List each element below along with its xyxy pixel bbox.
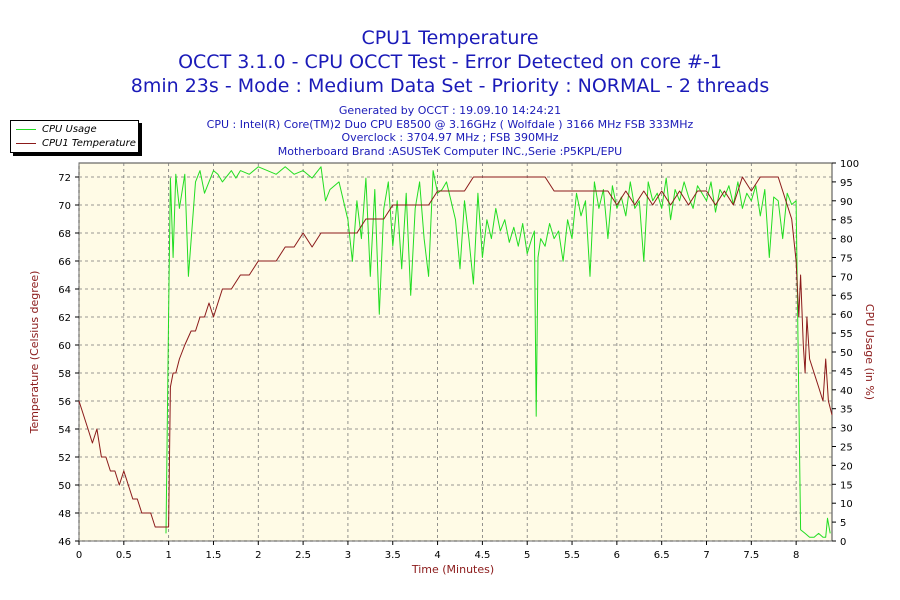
info-motherboard: Motherboard Brand :ASUSTeK Computer INC.…: [277, 145, 623, 158]
x-tick-label: 7.5: [743, 550, 759, 561]
y-tick-label: 54: [58, 425, 71, 436]
y-tick-label: 64: [58, 285, 71, 296]
y-tick-label: 60: [58, 341, 71, 352]
x-tick-label: 1: [165, 550, 171, 561]
legend-item-cpu-usage: CPU Usage: [16, 123, 97, 136]
x-tick-label: 4: [434, 550, 440, 561]
legend-swatch-cpu1-temperature: [16, 143, 36, 144]
x-tick-label: 6.5: [654, 550, 670, 561]
y2-tick-label: 85: [840, 216, 853, 227]
y-tick-label: 62: [58, 313, 71, 324]
x-tick-label: 6: [614, 550, 620, 561]
x-tick-label: 8: [793, 550, 799, 561]
x-tick-label: 2.5: [295, 550, 311, 561]
y2-tick-label: 65: [840, 291, 853, 302]
x-tick-label: 2: [255, 550, 261, 561]
x-tick-label: 5: [524, 550, 530, 561]
chart-title: CPU1 Temperature: [361, 27, 539, 49]
y-tick-label: 46: [58, 537, 71, 548]
x-tick-label: 5.5: [564, 550, 580, 561]
x-tick-label: 4.5: [474, 550, 490, 561]
y2-tick-label: 95: [840, 178, 853, 189]
y-tick-label: 56: [58, 397, 71, 408]
legend-label-cpu-usage: CPU Usage: [42, 124, 97, 135]
y2-tick-label: 10: [840, 499, 853, 510]
series-line-cpu-usage: [165, 166, 831, 538]
y2-tick-label: 90: [840, 197, 853, 208]
legend-label-cpu1-temperature: CPU1 Temperature: [42, 138, 136, 149]
y2-tick-label: 35: [840, 405, 853, 416]
y-tick-label: 48: [58, 509, 71, 520]
y2-tick-label: 75: [840, 254, 853, 265]
y2-tick-label: 25: [840, 443, 853, 454]
y-tick-label: 68: [58, 229, 71, 240]
series-line-cpu1-temperature: [78, 176, 833, 528]
y2-tick-label: 40: [840, 386, 853, 397]
x-tick-label: 0: [76, 550, 82, 561]
chart-subtitle-1: OCCT 3.1.0 - CPU OCCT Test - Error Detec…: [178, 51, 722, 73]
x-tick-label: 0.5: [116, 550, 132, 561]
y-tick-label: 70: [58, 201, 71, 212]
y-tick-label: 58: [58, 369, 71, 380]
x-tick-label: 3: [345, 550, 351, 561]
y-tick-label: 72: [58, 173, 71, 184]
y2-tick-label: 80: [840, 235, 853, 246]
y2-tick-label: 100: [840, 159, 859, 170]
y2-tick-label: 50: [840, 348, 853, 359]
y2-tick-label: 45: [840, 367, 853, 378]
y2-tick-label: 15: [840, 480, 853, 491]
grid: [78, 163, 832, 542]
x-tick-label: 3.5: [385, 550, 401, 561]
info-overclock: Overclock : 3704.97 MHz ; FSB 390MHz: [341, 131, 559, 144]
legend: CPU Usage CPU1 Temperature: [10, 120, 139, 153]
y-axis-left: 46 48 50 52 54 56 58 60 62 64 66 68 70 72: [58, 173, 79, 548]
y-tick-label: 50: [58, 481, 71, 492]
y-axis-right: 0 5 10 15 20 25 30 35 40 45 50 55 60 65 70 75 80 85 90 95 10…: [832, 159, 859, 548]
legend-item-cpu1-temperature: CPU1 Temperature: [16, 137, 136, 150]
y2-tick-label: 20: [840, 461, 853, 472]
series-group: [78, 166, 833, 538]
info-generated: Generated by OCCT : 19.09.10 14:24:21: [338, 104, 562, 117]
x-tick-label: 1.5: [206, 550, 222, 561]
y-axis-label: Temperature (Celsius degree): [28, 271, 41, 435]
x-axis: 0 0.5 1 1.5 2 2.5 3 3.5 4 4.5 5 5.5 6 6.5 7 7.5 8: [76, 541, 799, 561]
y2-tick-label: 5: [840, 518, 846, 529]
y-tick-label: 66: [58, 257, 71, 268]
legend-swatch-cpu-usage: [16, 129, 36, 130]
y2-tick-label: 70: [840, 272, 853, 283]
x-axis-label: Time (Minutes): [411, 563, 494, 576]
y2-tick-label: 0: [840, 537, 846, 548]
y2-tick-label: 30: [840, 424, 853, 435]
x-tick-label: 7: [703, 550, 709, 561]
y2-tick-label: 55: [840, 329, 853, 340]
y2-axis-label: CPU Usage (in %): [863, 304, 876, 400]
chart-subtitle-2: 8min 23s - Mode : Medium Data Set - Prio…: [130, 75, 770, 97]
y2-tick-label: 60: [840, 310, 853, 321]
info-cpu: CPU : Intel(R) Core(TM)2 Duo CPU E8500 @…: [206, 118, 694, 131]
y-tick-label: 52: [58, 453, 71, 464]
